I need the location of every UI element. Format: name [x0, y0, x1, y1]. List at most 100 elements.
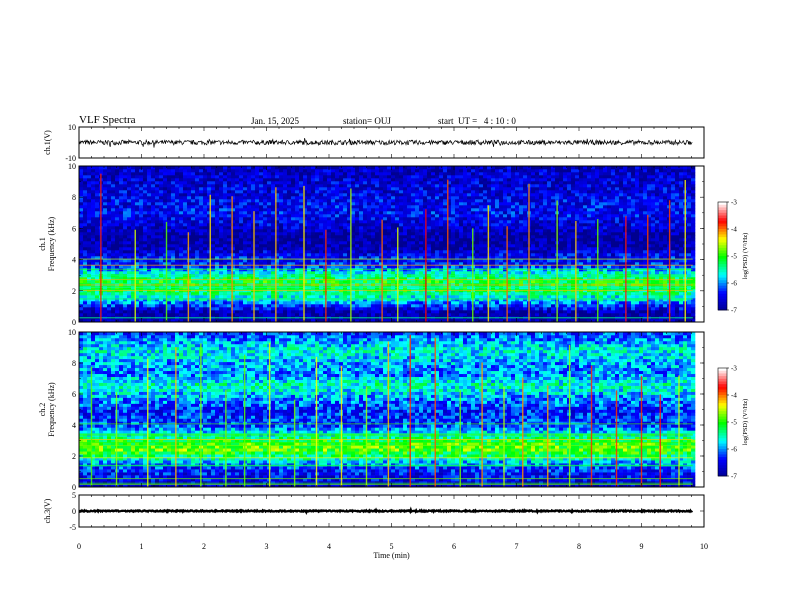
heatmap-cell	[315, 220, 320, 224]
heatmap-cell	[411, 247, 416, 251]
heatmap-cell	[379, 217, 384, 221]
heatmap-cell	[223, 226, 228, 230]
heatmap-cell	[151, 259, 156, 263]
heatmap-cell	[183, 229, 188, 233]
heatmap-cell	[443, 199, 448, 203]
heatmap-cell	[399, 292, 404, 296]
heatmap-cell	[391, 256, 396, 260]
heatmap-cell	[435, 217, 440, 221]
heatmap-cell	[415, 202, 420, 206]
heatmap-cell	[275, 208, 280, 212]
heatmap-cell	[123, 214, 128, 218]
heatmap-cell	[123, 256, 128, 260]
heatmap-cell	[203, 247, 208, 251]
heatmap-cell	[359, 217, 364, 221]
heatmap-cell	[247, 319, 252, 323]
heatmap-cell	[291, 217, 296, 221]
heatmap-cell	[427, 307, 432, 311]
heatmap-cell	[371, 169, 376, 173]
heatmap-cell	[211, 310, 216, 314]
heatmap-cell	[191, 172, 196, 176]
heatmap-cell	[135, 166, 140, 170]
heatmap-cell	[115, 199, 120, 203]
heatmap-cell	[195, 250, 200, 254]
heatmap-cell	[383, 208, 388, 212]
heatmap-cell	[391, 310, 396, 314]
heatmap-cell	[155, 319, 160, 323]
heatmap-cell	[279, 310, 284, 314]
heatmap-cell	[291, 244, 296, 248]
heatmap-cell	[263, 166, 268, 170]
heatmap-cell	[127, 256, 132, 260]
heatmap-cell	[451, 277, 456, 281]
heatmap-cell	[379, 169, 384, 173]
heatmap-cell	[315, 184, 320, 188]
heatmap-cell	[295, 214, 300, 218]
heatmap-cell	[367, 232, 372, 236]
heatmap-cell	[399, 169, 404, 173]
heatmap-cell	[299, 166, 304, 170]
heatmap-cell	[267, 304, 272, 308]
heatmap-cell	[391, 226, 396, 230]
heatmap-cell	[195, 265, 200, 269]
heatmap-cell	[123, 169, 128, 173]
heatmap-cell	[323, 199, 328, 203]
heatmap-cell	[363, 250, 368, 254]
heatmap-cell	[95, 277, 100, 281]
heatmap-cell	[283, 190, 288, 194]
heatmap-cell	[439, 301, 444, 305]
heatmap-cell	[107, 172, 112, 176]
heatmap-cell	[123, 175, 128, 179]
heatmap-cell	[95, 262, 100, 266]
heatmap-cell	[447, 196, 452, 200]
heatmap-cell	[315, 238, 320, 242]
heatmap-cell	[375, 211, 380, 215]
heatmap-cell	[95, 256, 100, 260]
heatmap-cell	[87, 259, 92, 263]
heatmap-cell	[399, 304, 404, 308]
heatmap-cell	[439, 190, 444, 194]
heatmap-cell	[335, 259, 340, 263]
heatmap-cell	[415, 259, 420, 263]
heatmap-cell	[291, 271, 296, 275]
heatmap-cell	[363, 166, 368, 170]
heatmap-cell	[223, 235, 228, 239]
heatmap-cell	[147, 241, 152, 245]
heatmap-cell	[175, 310, 180, 314]
heatmap-cell	[315, 307, 320, 311]
heatmap-cell	[87, 292, 92, 296]
heatmap-cell	[311, 169, 316, 173]
heatmap-cell	[415, 208, 420, 212]
heatmap-cell	[299, 304, 304, 308]
heatmap-cell	[227, 187, 232, 191]
heatmap-cell	[203, 262, 208, 266]
heatmap-cell	[319, 271, 324, 275]
heatmap-cell	[79, 232, 84, 236]
heatmap-cell	[127, 184, 132, 188]
heatmap-cell	[275, 175, 280, 179]
heatmap-cell	[375, 166, 380, 170]
heatmap-cell	[215, 295, 220, 299]
heatmap-cell	[403, 250, 408, 254]
heatmap-cell	[319, 196, 324, 200]
heatmap-cell	[239, 235, 244, 239]
heatmap-cell	[243, 166, 248, 170]
heatmap-cell	[215, 313, 220, 317]
heatmap-cell	[307, 256, 312, 260]
heatmap-cell	[331, 301, 336, 305]
heatmap-cell	[151, 214, 156, 218]
heatmap-cell	[119, 190, 124, 194]
heatmap-cell	[399, 277, 404, 281]
heatmap-cell	[315, 277, 320, 281]
heatmap-cell	[351, 301, 356, 305]
heatmap-cell	[203, 232, 208, 236]
heatmap-cell	[351, 217, 356, 221]
heatmap-cell	[439, 220, 444, 224]
heatmap-cell	[131, 304, 136, 308]
heatmap-cell	[347, 178, 352, 182]
heatmap-cell	[315, 301, 320, 305]
heatmap-cell	[107, 244, 112, 248]
heatmap-cell	[431, 172, 436, 176]
heatmap-cell	[155, 232, 160, 236]
heatmap-cell	[403, 181, 408, 185]
